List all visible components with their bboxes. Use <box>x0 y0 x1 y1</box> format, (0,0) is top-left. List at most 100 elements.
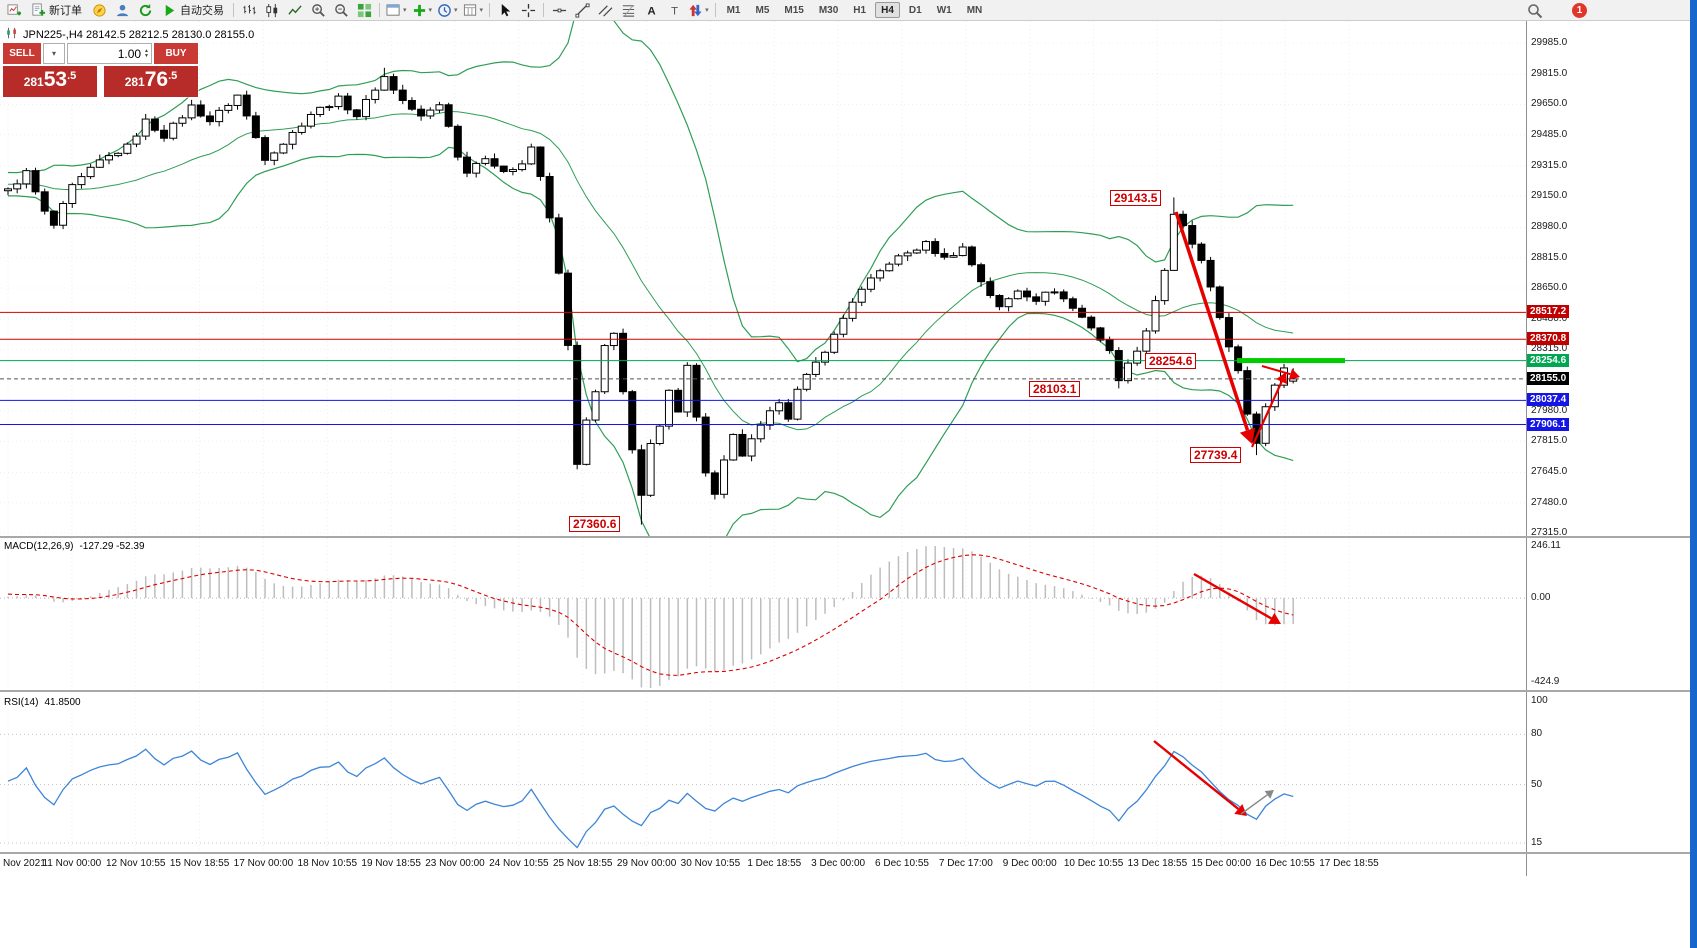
crosshair-icon[interactable] <box>517 1 539 19</box>
price-axis-label: 28650.0 <box>1531 282 1568 293</box>
tile-windows-icon[interactable] <box>353 1 375 19</box>
channel-icon[interactable] <box>594 1 616 19</box>
time-axis-label: 24 Nov 10:55 <box>489 858 549 869</box>
price-axis-frame <box>1526 21 1527 876</box>
search-icon[interactable] <box>1524 2 1546 19</box>
label-tool-icon[interactable]: T <box>663 1 685 19</box>
line-chart-mode-icon[interactable] <box>284 1 306 19</box>
buy-price-button[interactable]: 281 76.5 <box>104 66 198 97</box>
price-axis-label: 27980.0 <box>1531 404 1568 416</box>
time-axis-label: 17 Dec 18:55 <box>1319 858 1379 869</box>
buy-price-suffix: .5 <box>168 70 178 82</box>
auto-trading-button[interactable]: 自动交易 <box>157 1 229 19</box>
time-axis-label: 1 Dec 18:55 <box>747 858 802 869</box>
candlestick-mode-icon[interactable] <box>261 1 283 19</box>
panel-separator[interactable] <box>0 852 1690 854</box>
zoom-out-icon[interactable] <box>330 1 352 19</box>
rsi-axis-label: 50 <box>1531 778 1543 790</box>
time-axis-label: Nov 2021 <box>3 858 46 869</box>
thick-support-line <box>1237 358 1345 364</box>
buy-price-big: 76 <box>144 68 169 91</box>
price-callout-label[interactable]: 28254.6 <box>1145 353 1197 369</box>
price-axis-label: 29315.0 <box>1531 159 1568 171</box>
new-order-button[interactable]: 新订单 <box>26 1 87 19</box>
price-axis-label: 28315.0 <box>1531 343 1568 355</box>
sell-price-button[interactable]: 281 53.5 <box>3 66 97 97</box>
timeframe-d1-button[interactable]: D1 <box>908 5 922 16</box>
timeframe-h4-button[interactable]: H4 <box>875 2 900 18</box>
timeframe-h1-button[interactable]: H1 <box>853 5 867 16</box>
rsi-line <box>7 748 1294 849</box>
bar-chart-mode-icon[interactable] <box>238 1 260 19</box>
macd-axis-label: 0.00 <box>1531 592 1551 604</box>
price-callout-label[interactable]: 28103.1 <box>1029 381 1081 397</box>
price-level-axis-label: 28517.2 <box>1527 305 1570 319</box>
timeframe-m1-button[interactable]: M1 <box>726 5 741 16</box>
panel-separator[interactable] <box>0 690 1690 692</box>
panel-separator[interactable] <box>0 536 1690 538</box>
text-tool-icon[interactable]: A <box>640 1 662 19</box>
toolbar-separator <box>233 3 234 17</box>
price-axis-label: 29150.0 <box>1531 190 1568 202</box>
time-axis-label: 25 Nov 18:55 <box>552 858 613 869</box>
trendline-icon[interactable] <box>571 1 593 19</box>
svg-text:A: A <box>647 5 655 17</box>
user-profile-icon[interactable] <box>111 1 133 19</box>
timeframe-m15-button[interactable]: M15 <box>784 5 804 16</box>
time-axis-label: 17 Nov 00:00 <box>233 858 294 869</box>
sell-button[interactable]: SELL <box>3 43 41 64</box>
price-level-axis-label: 27906.1 <box>1527 417 1570 431</box>
rsi-panel-canvas[interactable] <box>0 693 1526 853</box>
price-gridlines <box>0 42 1526 534</box>
toolbar-separator <box>379 3 380 17</box>
rsi-axis-label: 80 <box>1531 728 1543 740</box>
timeframe-mn-button[interactable]: MN <box>966 5 983 16</box>
new-window-icon[interactable]: ▾ <box>384 1 409 19</box>
price-axis-label: 27815.0 <box>1531 435 1568 447</box>
indicators-icon[interactable]: ▾ <box>410 1 435 19</box>
fibonacci-icon[interactable] <box>617 1 639 19</box>
time-axis-label: 23 Nov 00:00 <box>425 858 485 869</box>
arrows-tool-icon[interactable]: ▾ <box>686 1 711 19</box>
macd-indicator-label: MACD(12,26,9) -127.29 -52.39 <box>4 541 145 552</box>
sell-price-suffix: .5 <box>67 70 77 82</box>
price-callout-label[interactable]: 29143.5 <box>1110 190 1162 206</box>
time-gridlines <box>7 21 1350 537</box>
volume-value: 1.00 <box>117 46 142 61</box>
timeframe-m30-button[interactable]: M30 <box>818 5 839 16</box>
zoom-in-icon[interactable] <box>307 1 329 19</box>
volume-input[interactable]: 1.00 ▲ ▼ <box>67 43 152 64</box>
price-axis-label: 28815.0 <box>1531 251 1568 263</box>
timeframe-w1-button[interactable]: W1 <box>936 5 952 16</box>
refresh-icon[interactable] <box>134 1 156 19</box>
templates-icon[interactable]: ▾ <box>461 1 486 19</box>
horizontal-line-icon[interactable] <box>548 1 570 19</box>
price-callout-label[interactable]: 27739.4 <box>1190 447 1242 463</box>
buy-button[interactable]: BUY <box>154 43 198 64</box>
symbol-ohlc-header: JPN225-,H4 28142.5 28212.5 28130.0 28155… <box>5 26 254 43</box>
cursor-icon[interactable] <box>494 1 516 19</box>
chart-area: JPN225-,H4 28142.5 28212.5 28130.0 28155… <box>0 21 1697 876</box>
bollinger-bands <box>7 21 1294 537</box>
price-axis-label: 28480.0 <box>1531 313 1568 325</box>
price-chart-canvas[interactable] <box>0 21 1526 537</box>
periods-icon[interactable]: ▾ <box>435 1 460 19</box>
notification-badge[interactable]: 1 <box>1572 3 1587 18</box>
timeframe-m5-button[interactable]: M5 <box>755 5 770 16</box>
macd-axis-label: 246.11 <box>1531 540 1561 551</box>
time-axis-label: 6 Dec 10:55 <box>875 858 929 869</box>
window-accent-border <box>1690 0 1697 948</box>
time-axis-label: 16 Dec 10:55 <box>1255 858 1315 869</box>
rsi-indicator-label: RSI(14) 41.8500 <box>4 697 81 708</box>
price-callout-label[interactable]: 27360.6 <box>569 516 621 532</box>
price-level-axis-label: 28254.6 <box>1527 353 1570 367</box>
mql5-community-icon[interactable] <box>88 1 110 19</box>
volume-stepper[interactable]: ▲ ▼ <box>144 47 149 59</box>
volume-options-dropdown[interactable]: ▾ <box>43 43 65 64</box>
one-click-trading-panel: SELL ▾ 1.00 ▲ ▼ BUY 281 53.5 281 76.5 <box>2 42 199 98</box>
horizontal-level-lines <box>0 311 1526 426</box>
macd-panel-canvas[interactable] <box>0 538 1526 691</box>
sell-price-prefix: 281 <box>23 75 44 89</box>
new-chart-icon[interactable] <box>3 1 25 19</box>
price-axis-label: 28980.0 <box>1531 221 1568 233</box>
